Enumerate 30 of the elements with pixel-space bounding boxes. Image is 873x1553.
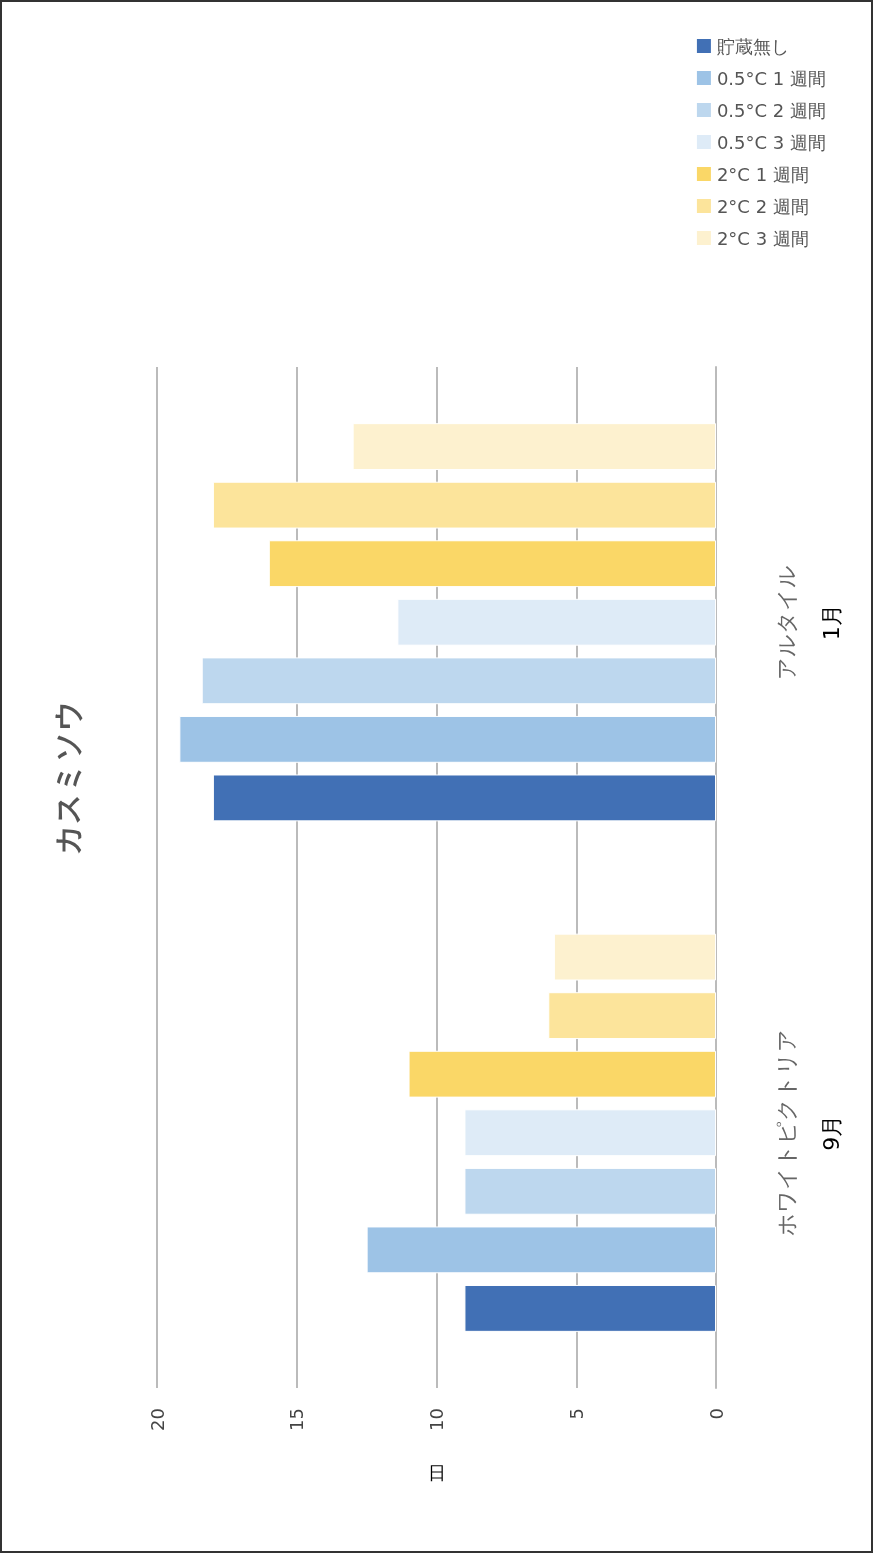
bar [212,774,716,822]
legend-label: 2°C 3 週間 [716,227,809,249]
legend-label: 2°C 2 週間 [716,195,809,217]
bar [464,1167,716,1215]
x-axis-title: 日 [427,1461,446,1483]
legend-label: 0.5°C 2 週間 [716,99,826,121]
legend-label: 貯蔵無し [716,35,789,57]
bar [352,423,716,470]
bar [212,481,716,529]
x-tick-label: 10 [426,1408,447,1431]
bar [464,1109,716,1157]
bar [179,715,716,763]
bar [268,540,716,588]
bar [366,1226,716,1274]
bar [548,992,716,1040]
y-tick-label: ホワイトピクトリア 9月 [773,1029,844,1237]
legend-label: 0.5°C 1 週間 [716,67,826,89]
legend-label: 0.5°C 3 週間 [716,131,826,153]
y-tick-label: アルタイル 1月 [773,564,844,680]
x-tick-label: 15 [286,1408,308,1431]
x-tick-label: 20 [146,1408,168,1431]
x-tick-label: 0 [705,1408,727,1420]
bar [201,657,716,705]
x-tick-label: 5 [565,1408,587,1420]
bar [408,1050,716,1098]
bar [397,598,716,646]
text: カスミソウ [49,699,85,855]
bar [464,1285,716,1332]
bar [553,933,716,981]
legend-label: 2°C 1 週間 [716,163,809,185]
